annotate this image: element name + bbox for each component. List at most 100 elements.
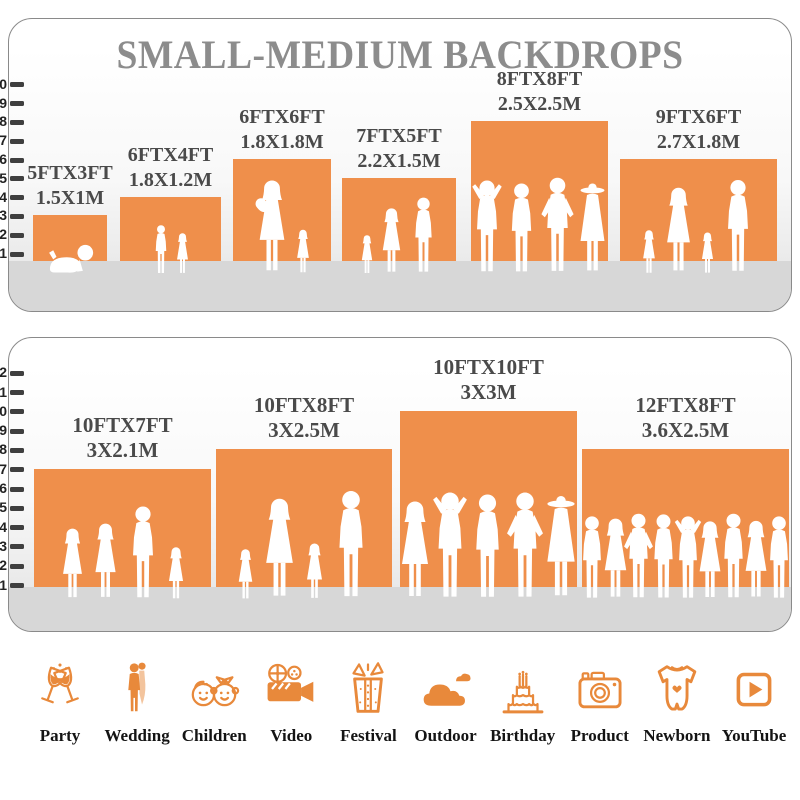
size-m: 3.6X2.5M: [641, 418, 730, 443]
tick-number: 6: [0, 151, 7, 167]
category-icons: Party Wedding Children Video Festival Ou…: [22, 656, 792, 766]
woman-silhouette: [699, 232, 716, 275]
backdrop-bar-10ftx10ft: 10FTX10FT 3X3M: [400, 355, 577, 587]
woman-silhouette: [90, 523, 121, 601]
size-ft: 10FTX10FT: [433, 354, 544, 379]
size-m: 2.2X1.5M: [357, 149, 441, 172]
people-silhouettes: [336, 197, 462, 275]
man-silhouette: [124, 506, 162, 601]
backdrop-size-label: 9FTX6FT 2.7X1.8M: [656, 105, 742, 154]
tick-number: 1: [0, 576, 7, 593]
tick-number: 7: [0, 132, 7, 149]
woman-silhouette: [259, 498, 300, 601]
festival-icon: [341, 660, 395, 718]
size-ft: 6FTX6FT: [239, 106, 325, 129]
people-silhouettes: [210, 490, 398, 601]
backdrop-size-label: 12FTX8FT 3.6X2.5M: [635, 393, 735, 444]
backdrop-size-label: 5FTX3FT 1.5X1M: [27, 161, 113, 210]
tick-number: 1: [0, 245, 7, 261]
backdrop-bar-9ftx6ft: 9FTX6FT 2.7X1.8M: [620, 106, 777, 261]
tick-number: 5: [0, 169, 7, 186]
backdrop-bar-5ftx3ft: 5FTX3FT 1.5X1M: [27, 162, 113, 261]
tick-number: 3: [0, 537, 7, 554]
people-silhouettes: [576, 513, 792, 601]
outdoor-icon: [419, 660, 473, 718]
tick-number: 4: [0, 518, 7, 535]
panel-small-medium: SMALL-MEDIUM BACKDROPS 5FTX3FT 1.5X1M 6F…: [8, 18, 792, 312]
size-m: 1.8X1.2M: [128, 168, 213, 191]
tick-number: 3: [0, 207, 7, 224]
woman-silhouette: [235, 549, 256, 601]
size-ft: 5FTX3FT: [27, 162, 113, 185]
man-silhouette: [719, 179, 757, 275]
tick-number: 10: [0, 402, 7, 419]
size-ft: 10FTX7FT: [72, 412, 173, 437]
manhips-silhouette: [538, 177, 577, 275]
backdrop-size-label: 8FTX8FT 2.5X2.5M: [497, 67, 583, 116]
backdrop-size-label: 6FTX4FT 1.8X1.2M: [128, 143, 214, 192]
woman-silhouette: [294, 229, 312, 275]
tick-number: 2: [0, 226, 7, 243]
backdrop-size-label: 7FTX5FT 2.2X1.5M: [356, 124, 442, 173]
tick-number: 6: [0, 480, 7, 496]
newborn-icon: [650, 660, 704, 718]
category-item-birthday: Birthday: [485, 656, 561, 766]
woman-silhouette: [303, 543, 326, 601]
category-label: Wedding: [104, 726, 170, 745]
size-ft: 9FTX6FT: [655, 106, 742, 129]
backdrop-bar-7ftx5ft: 7FTX5FT 2.2X1.5M: [342, 125, 456, 261]
size-m: 2.7X1.8M: [656, 130, 741, 153]
man-silhouette: [408, 197, 439, 275]
panel-large: 10FTX7FT 3X2.1M 10FTX8FT 3X2.5M 10FTX10F…: [8, 337, 792, 632]
woman-silhouette: [165, 547, 187, 601]
backdrop-size-label: 10FTX8FT 3X2.5M: [254, 393, 354, 444]
category-item-children: Children: [176, 656, 252, 766]
size-m: 1.5X1M: [35, 186, 105, 209]
woman-silhouette: [378, 208, 405, 275]
woman-silhouette: [661, 187, 696, 275]
people-silhouettes: [27, 242, 113, 275]
backdrop-size-label: 10FTX7FT 3X2.1M: [72, 413, 172, 464]
size-m: 3X2.5M: [268, 418, 340, 443]
tick-number: 7: [0, 460, 7, 477]
tick-number: 8: [0, 113, 7, 130]
category-label: Product: [570, 726, 629, 745]
backdrop-bar-6ftx4ft: 6FTX4FT 1.8X1.2M: [120, 144, 221, 261]
womanhat-silhouette: [574, 183, 611, 275]
size-ft: 12FTX8FT: [635, 392, 736, 417]
tick-number: 8: [0, 441, 7, 458]
people-silhouettes: [114, 225, 227, 275]
tick-number: 4: [0, 188, 7, 205]
category-item-newborn: Newborn: [639, 656, 715, 766]
page-title: SMALL-MEDIUM BACKDROPS: [116, 32, 684, 77]
youtube-icon: [727, 660, 781, 718]
tick-number: 12: [0, 364, 7, 381]
wedding-icon: [110, 660, 164, 718]
backdrop-size-label: 10FTX10FT 3X3M: [433, 355, 544, 406]
size-ft: 7FTX5FT: [356, 125, 442, 148]
backdrop-bar-10ftx8ft: 10FTX8FT 3X2.5M: [216, 393, 392, 587]
woman-silhouette: [359, 235, 375, 275]
woman-silhouette: [174, 233, 191, 275]
category-label: Birthday: [490, 726, 556, 745]
tick-number: 11: [0, 383, 7, 400]
party-icon: [33, 660, 87, 718]
man-silhouette: [762, 516, 792, 601]
category-label: Children: [181, 726, 247, 745]
category-item-wedding: Wedding: [99, 656, 175, 766]
category-label: Outdoor: [414, 726, 477, 745]
category-label: Party: [39, 726, 81, 745]
category-item-video: Video: [253, 656, 329, 766]
category-item-party: Party: [22, 656, 98, 766]
size-m: 3X3M: [460, 380, 517, 405]
size-ft: 10FTX8FT: [253, 392, 355, 417]
video-icon: [264, 660, 318, 718]
backdrop-size-label: 6FTX6FT 1.8X1.8M: [239, 105, 325, 154]
size-m: 2.5X2.5M: [497, 92, 582, 115]
tick-number: 9: [0, 422, 7, 439]
people-silhouettes: [28, 506, 217, 601]
size-ft: 6FTX4FT: [127, 144, 214, 167]
backdrop-bar-6ftx6ft: 6FTX6FT 1.8X1.8M: [233, 106, 331, 261]
people-silhouettes: [227, 180, 337, 275]
